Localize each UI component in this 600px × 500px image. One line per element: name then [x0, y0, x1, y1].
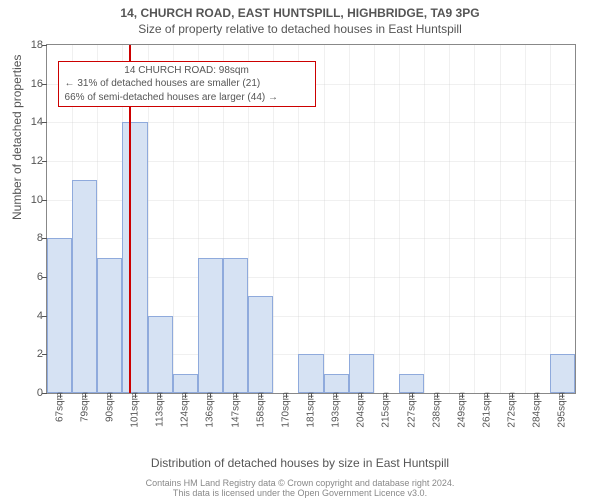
- x-tick-label: 249sqm: [456, 392, 467, 428]
- footer-line2: This data is licensed under the Open Gov…: [0, 488, 600, 498]
- chart-title: 14, CHURCH ROAD, EAST HUNTSPILL, HIGHBRI…: [0, 6, 600, 20]
- y-tick-label: 4: [19, 310, 43, 322]
- y-tick-label: 16: [19, 78, 43, 90]
- x-tick-label: 272sqm: [507, 392, 518, 428]
- bar: [173, 374, 198, 393]
- y-tick-label: 2: [19, 348, 43, 360]
- x-tick-label: 124sqm: [180, 392, 191, 428]
- x-tick-label: 193sqm: [331, 392, 342, 428]
- annotation-line3: 66% of semi-detached houses are larger (…: [65, 91, 309, 105]
- x-tick-label: 147sqm: [230, 392, 241, 428]
- footer-attribution: Contains HM Land Registry data © Crown c…: [0, 478, 600, 498]
- gridline-v: [449, 45, 450, 393]
- y-tick-mark: [42, 161, 47, 162]
- x-tick-label: 227sqm: [406, 392, 417, 428]
- y-tick-label: 6: [19, 271, 43, 283]
- y-tick-mark: [42, 393, 47, 394]
- gridline-v: [550, 45, 551, 393]
- x-axis-label: Distribution of detached houses by size …: [0, 456, 600, 470]
- bar: [198, 258, 223, 393]
- gridline-v: [349, 45, 350, 393]
- x-tick-label: 136sqm: [205, 392, 216, 428]
- x-tick-label: 295sqm: [557, 392, 568, 428]
- x-tick-label: 181sqm: [306, 392, 317, 428]
- plot-area: 02468101214161867sqm79sqm90sqm101sqm113s…: [46, 44, 576, 394]
- x-tick-label: 90sqm: [104, 392, 115, 422]
- y-tick-label: 18: [19, 39, 43, 51]
- annotation-line2: ← 31% of detached houses are smaller (21…: [65, 77, 309, 91]
- x-tick-label: 67sqm: [54, 392, 65, 422]
- gridline-v: [474, 45, 475, 393]
- bar: [349, 354, 374, 393]
- x-tick-label: 215sqm: [381, 392, 392, 428]
- annotation-line1: 14 CHURCH ROAD: 98sqm: [65, 64, 309, 78]
- x-tick-label: 204sqm: [356, 392, 367, 428]
- bar: [97, 258, 122, 393]
- chart-subtitle: Size of property relative to detached ho…: [0, 22, 600, 36]
- x-tick-label: 101sqm: [130, 392, 141, 428]
- bar: [324, 374, 349, 393]
- y-tick-label: 8: [19, 232, 43, 244]
- x-tick-label: 113sqm: [155, 392, 166, 427]
- footer-line1: Contains HM Land Registry data © Crown c…: [0, 478, 600, 488]
- bar: [47, 238, 72, 393]
- x-tick-label: 158sqm: [255, 392, 266, 428]
- bar: [248, 296, 273, 393]
- bar: [72, 180, 97, 393]
- gridline-v: [424, 45, 425, 393]
- y-tick-mark: [42, 45, 47, 46]
- bar: [550, 354, 575, 393]
- x-tick-label: 261sqm: [482, 392, 493, 428]
- gridline-v: [500, 45, 501, 393]
- gridline-v: [525, 45, 526, 393]
- bar: [223, 258, 248, 393]
- x-tick-label: 79sqm: [79, 392, 90, 422]
- gridline-v: [399, 45, 400, 393]
- bar: [122, 122, 147, 393]
- y-tick-mark: [42, 84, 47, 85]
- gridline-v: [324, 45, 325, 393]
- gridline-v: [374, 45, 375, 393]
- x-tick-label: 284sqm: [532, 392, 543, 428]
- y-tick-label: 10: [19, 194, 43, 206]
- annotation-box: 14 CHURCH ROAD: 98sqm← 31% of detached h…: [58, 61, 316, 108]
- y-tick-mark: [42, 122, 47, 123]
- bar: [399, 374, 424, 393]
- y-tick-label: 14: [19, 116, 43, 128]
- bar: [148, 316, 173, 393]
- x-tick-label: 238sqm: [431, 392, 442, 428]
- y-tick-label: 12: [19, 155, 43, 167]
- y-tick-label: 0: [19, 387, 43, 399]
- y-tick-mark: [42, 200, 47, 201]
- histogram-chart: 14, CHURCH ROAD, EAST HUNTSPILL, HIGHBRI…: [0, 0, 600, 500]
- bar: [298, 354, 323, 393]
- x-tick-label: 170sqm: [280, 392, 291, 428]
